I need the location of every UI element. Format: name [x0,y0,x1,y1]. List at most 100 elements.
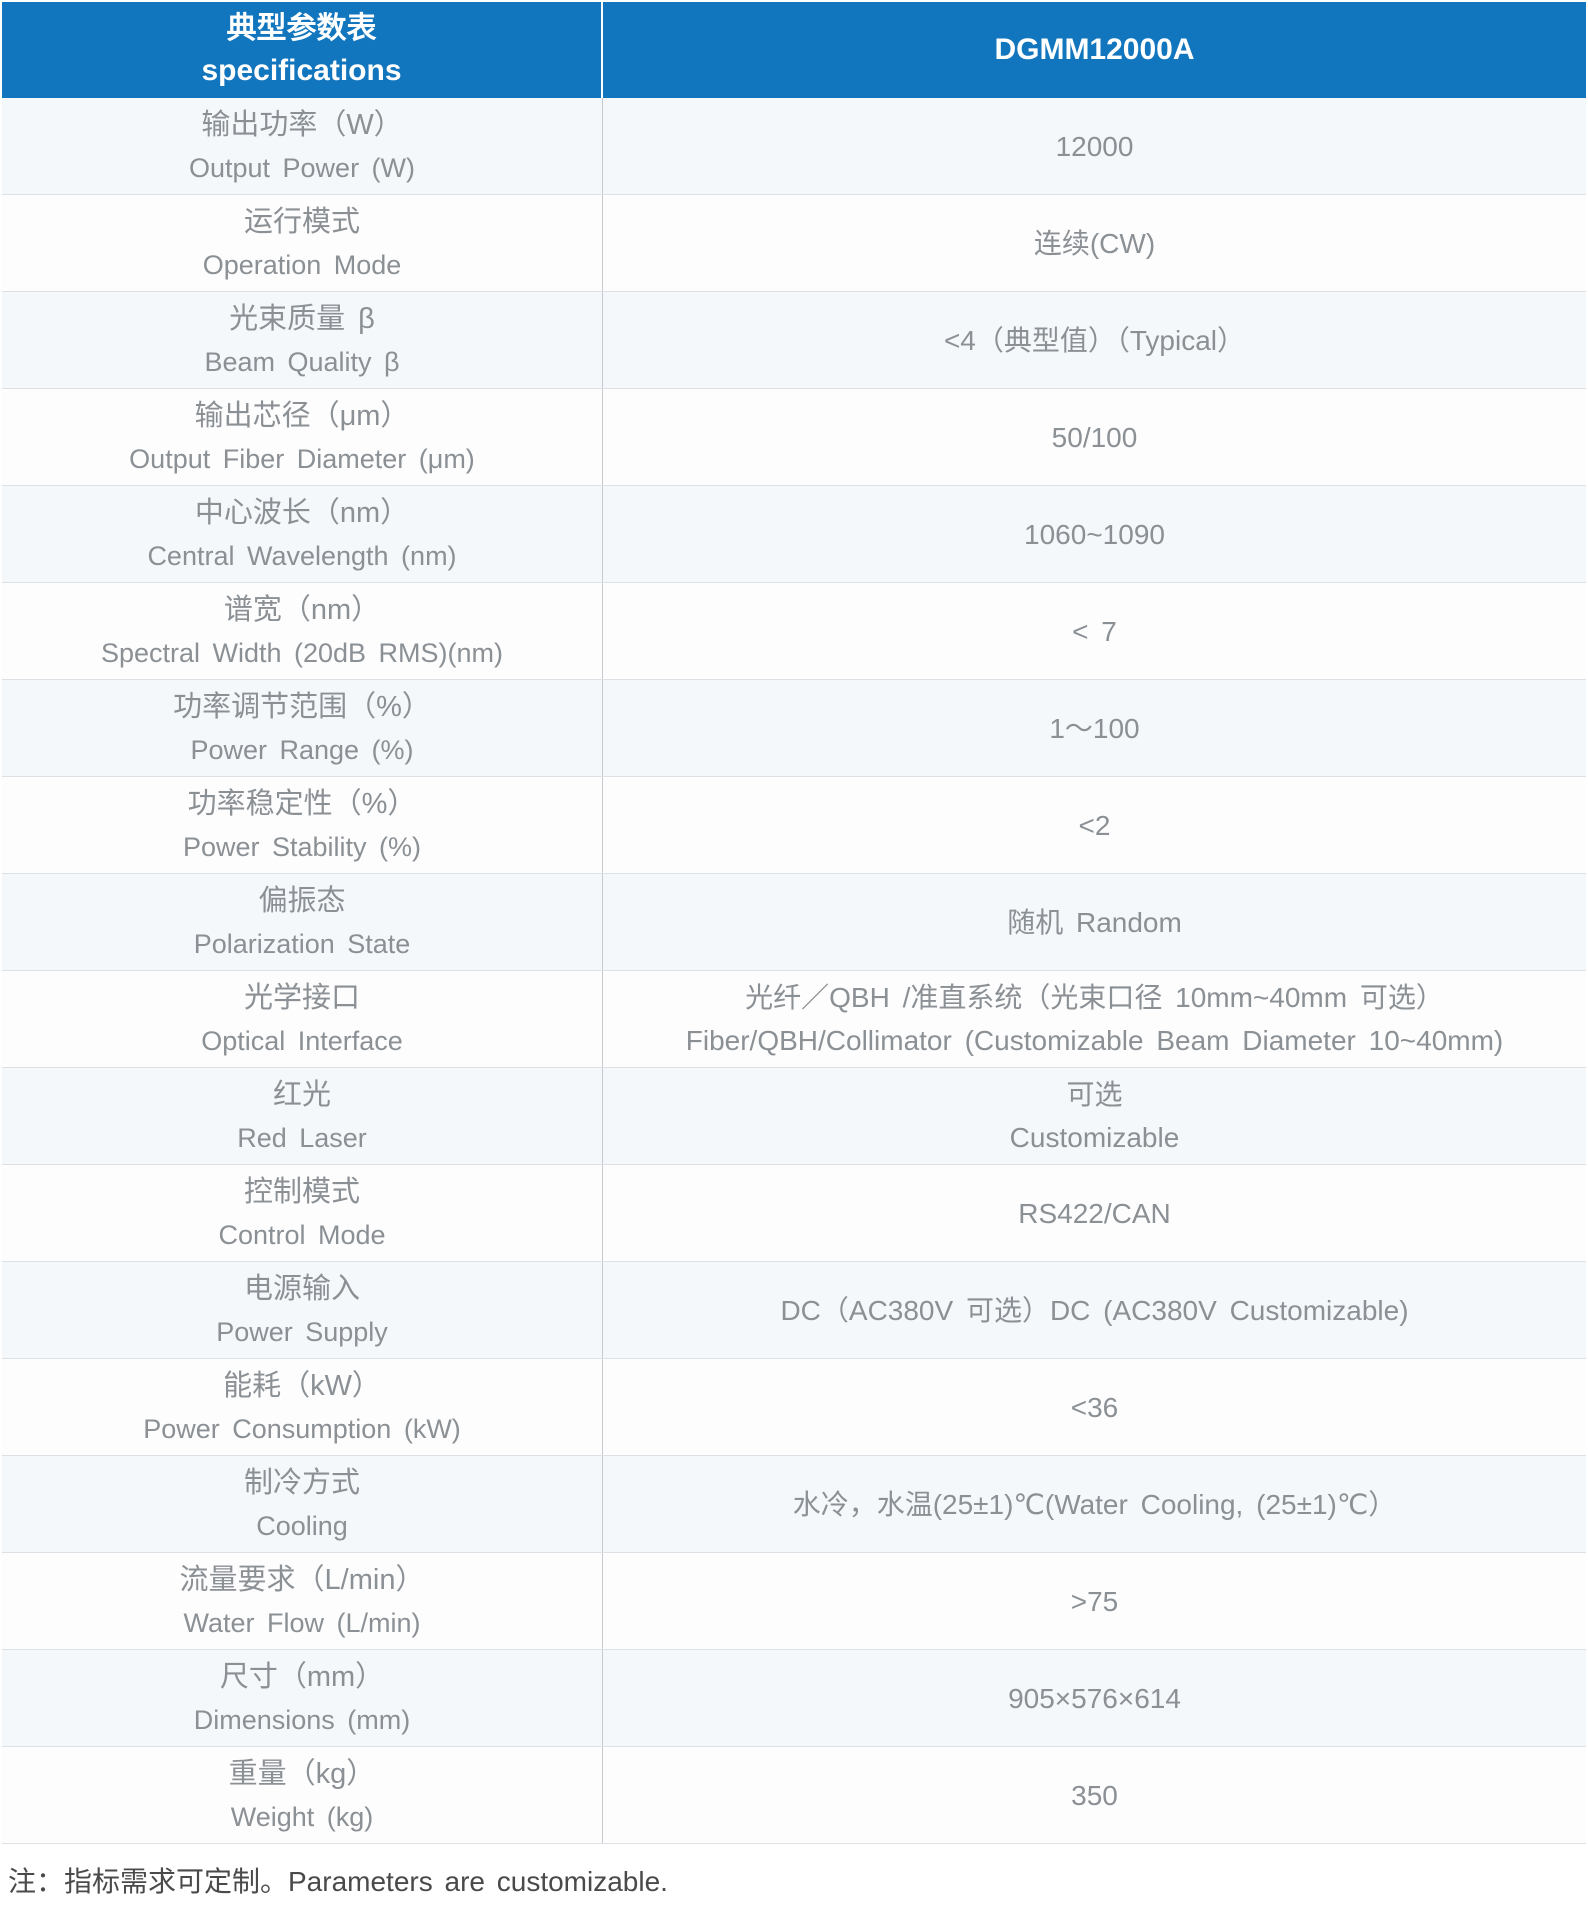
spec-label-en: Power Range (%) [190,735,414,765]
table-body: 输出功率（W） Output Power (W) 12000 运行模式 Oper… [2,98,1586,1844]
spec-label-en: Power Consumption (kW) [143,1414,461,1444]
spec-value-line: 光纤／QBH /准直系统（光束口径 10mm~40mm 可选） [745,982,1444,1013]
spec-value-cell: DC（AC380V 可选）DC (AC380V Customizable) [603,1262,1586,1358]
table-row: 功率调节范围（%） Power Range (%) 1～100 [2,680,1586,777]
spec-label-zh: 偏振态 [258,885,346,917]
spec-label-cell: 尺寸（mm） Dimensions (mm) [2,1650,603,1746]
spec-label-zh: 控制模式 [243,1176,360,1208]
spec-label-cell: 能耗（kW） Power Consumption (kW) [2,1359,603,1455]
spec-label-zh: 重量（kg） [228,1758,376,1790]
spec-label-zh: 流量要求（L/min） [179,1564,425,1596]
table-row: 红光 Red Laser 可选 Customizable [2,1068,1586,1165]
spec-label-cell: 光学接口 Optical Interface [2,971,603,1067]
spec-value-cell: <2 [603,777,1586,873]
table-row: 输出芯径（μm） Output Fiber Diameter (μm) 50/1… [2,389,1586,486]
spec-label-zh: 光束质量 β [229,303,375,335]
table-row: 偏振态 Polarization State 随机 Random [2,874,1586,971]
spec-label-cell: 红光 Red Laser [2,1068,603,1164]
spec-value-cell: 905×576×614 [603,1650,1586,1746]
table-row: 重量（kg） Weight (kg) 350 [2,1747,1586,1844]
spec-value-line: <2 [1078,809,1111,841]
spec-value-cell: 可选 Customizable [603,1068,1586,1164]
spec-label-cell: 中心波长（nm） Central Wavelength (nm) [2,486,603,582]
spec-label-cell: 谱宽（nm） Spectral Width (20dB RMS)(nm) [2,583,603,679]
spec-value-line: 905×576×614 [1008,1682,1181,1714]
spec-value-line: <36 [1070,1391,1119,1423]
spec-value-cell: 350 [603,1747,1586,1843]
spec-value-line: DC（AC380V 可选）DC (AC380V Customizable) [780,1294,1409,1326]
header-model-cell: DGMM12000A [603,2,1586,98]
spec-label-cell: 偏振态 Polarization State [2,874,603,970]
spec-value-cell: <4（典型值）（Typical） [603,292,1586,388]
table-row: 尺寸（mm） Dimensions (mm) 905×576×614 [2,1650,1586,1747]
spec-label-zh: 谱宽（nm） [223,594,381,626]
spec-label-en: Output Power (W) [188,153,416,183]
spec-label-cell: 功率调节范围（%） Power Range (%) [2,680,603,776]
spec-label-en: Power Supply [216,1317,388,1347]
table-row: 控制模式 Control Mode RS422/CAN [2,1165,1586,1262]
spec-value-cell: RS422/CAN [603,1165,1586,1261]
spec-label-en: Spectral Width (20dB RMS)(nm) [100,638,504,668]
spec-label-zh: 电源输入 [243,1273,360,1305]
spec-label-en: Polarization State [193,929,411,959]
table-row: 制冷方式 Cooling 水冷，水温(25±1)℃(Water Cooling,… [2,1456,1586,1553]
spec-value-line: 50/100 [1051,421,1138,453]
header-title-zh: 典型参数表 [226,12,377,45]
spec-value-cell: 水冷，水温(25±1)℃(Water Cooling, (25±1)℃） [603,1456,1586,1552]
spec-label-cell: 制冷方式 Cooling [2,1456,603,1552]
spec-label-cell: 输出芯径（μm） Output Fiber Diameter (μm) [2,389,603,485]
spec-label-zh: 输出功率（W） [201,109,403,141]
spec-value-line: 1060~1090 [1024,518,1165,550]
spec-label-en: Dimensions (mm) [193,1705,411,1735]
spec-value-line: >75 [1070,1585,1119,1617]
table-row: 流量要求（L/min） Water Flow (L/min) >75 [2,1553,1586,1650]
spec-label-cell: 运行模式 Operation Mode [2,195,603,291]
spec-label-cell: 光束质量 β Beam Quality β [2,292,603,388]
spec-label-en: Central Wavelength (nm) [147,541,457,571]
spec-label-en: Cooling [256,1511,348,1541]
spec-value-cell: 随机 Random [603,874,1586,970]
table-row: 电源输入 Power Supply DC（AC380V 可选）DC (AC380… [2,1262,1586,1359]
spec-value-line: 12000 [1055,130,1134,162]
spec-label-cell: 电源输入 Power Supply [2,1262,603,1358]
spec-label-en: Water Flow (L/min) [183,1608,421,1638]
spec-value-cell: < 7 [603,583,1586,679]
spec-table: 典型参数表 specifications DGMM12000A 输出功率（W） … [2,2,1586,1844]
spec-label-en: Operation Mode [202,250,402,280]
spec-value-cell: 1～100 [603,680,1586,776]
spec-label-zh: 功率稳定性（%） [187,788,417,820]
spec-value-line: < 7 [1072,615,1117,647]
spec-value-line: 连续(CW) [1033,227,1156,259]
spec-value-cell: 连续(CW) [603,195,1586,291]
spec-label-cell: 功率稳定性（%） Power Stability (%) [2,777,603,873]
table-row: 输出功率（W） Output Power (W) 12000 [2,98,1586,195]
spec-value-line: <4（典型值）（Typical） [943,324,1246,356]
spec-label-zh: 能耗（kW） [223,1370,381,1402]
spec-value-line: RS422/CAN [1018,1197,1171,1229]
spec-label-en: Control Mode [218,1220,386,1250]
spec-value-line: 随机 Random [1007,906,1182,938]
spec-value-line: 水冷，水温(25±1)℃(Water Cooling, (25±1)℃） [792,1488,1397,1520]
model-name: DGMM12000A [994,33,1195,66]
spec-label-zh: 制冷方式 [243,1467,360,1499]
spec-value-cell: 光纤／QBH /准直系统（光束口径 10mm~40mm 可选） Fiber/QBH… [603,971,1586,1067]
spec-label-zh: 功率调节范围（%） [173,691,431,723]
spec-label-zh: 运行模式 [243,206,360,238]
spec-value-line: 350 [1071,1779,1118,1811]
spec-value-line: 可选 [1066,1079,1123,1110]
table-row: 谱宽（nm） Spectral Width (20dB RMS)(nm) < 7 [2,583,1586,680]
spec-value-cell: 12000 [603,98,1586,194]
spec-label-en: Optical Interface [201,1026,403,1056]
header-title-en: specifications [201,54,402,87]
spec-label-cell: 控制模式 Control Mode [2,1165,603,1261]
spec-label-zh: 光学接口 [243,982,360,1014]
header-specifications-cell: 典型参数表 specifications [2,2,603,98]
spec-label-en: Red Laser [237,1123,367,1153]
spec-label-zh: 中心波长（nm） [194,497,410,529]
table-header-row: 典型参数表 specifications DGMM12000A [2,2,1586,98]
spec-value-line: 1～100 [1049,712,1140,744]
spec-value-line: Customizable [1009,1122,1180,1153]
footnote: 注：指标需求可定制。Parameters are customizable. [8,1866,668,1897]
spec-label-cell: 流量要求（L/min） Water Flow (L/min) [2,1553,603,1649]
